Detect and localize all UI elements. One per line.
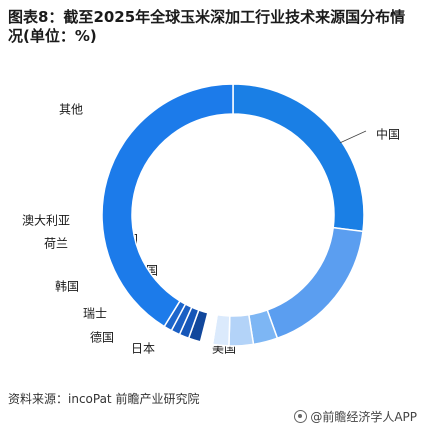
source-note: 资料来源：incoPat 前瞻产业研究院	[8, 392, 200, 406]
donut-svg: 中国美国日本德国瑞士英国韩国法国荷兰澳大利亚其他	[22, 83, 400, 356]
brand-logo-icon	[294, 410, 308, 423]
slice-4	[228, 313, 255, 347]
slice-label-5: 瑞士	[83, 307, 107, 321]
slice-label-10: 澳大利亚	[22, 214, 70, 228]
slice-11	[101, 83, 234, 328]
slice-label-7: 韩国	[55, 279, 79, 294]
slice-1	[232, 83, 365, 233]
slice-label-3: 日本	[131, 342, 155, 356]
slice-label-1: 中国	[376, 127, 400, 142]
slice-2	[266, 226, 364, 340]
brand-mark: @前瞻经济学人APP	[294, 408, 417, 425]
slice-label-4: 德国	[90, 330, 114, 345]
slice-label-9: 荷兰	[44, 237, 68, 251]
chart-title: 图表8：截至2025年全球玉米深加工行业技术来源国分布情况(单位：%)	[8, 8, 406, 45]
slice-label-11: 其他	[59, 103, 83, 117]
brand-text: @前瞻经济学人APP	[310, 410, 417, 424]
donut-chart: 中国美国日本德国瑞士英国韩国法国荷兰澳大利亚其他	[0, 60, 425, 390]
leader-line-1	[339, 130, 367, 144]
